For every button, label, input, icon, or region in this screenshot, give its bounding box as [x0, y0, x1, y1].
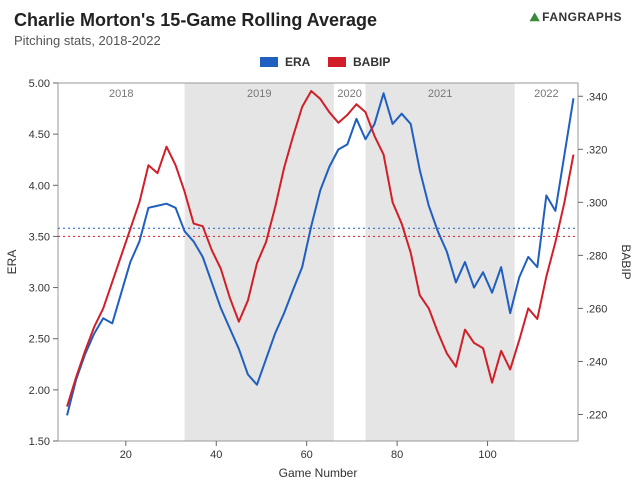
chart-subtitle: Pitching stats, 2018-2022 [14, 33, 622, 48]
y-right-tick-label: .320 [586, 144, 607, 156]
season-label: 2020 [337, 88, 361, 100]
x-tick-label: 40 [210, 449, 222, 461]
y-left-tick-label: 4.50 [29, 129, 50, 141]
season-band [365, 83, 514, 441]
y-right-axis-label: BABIP [619, 244, 633, 279]
season-label: 2021 [428, 88, 452, 100]
x-tick-label: 60 [301, 449, 313, 461]
y-right-tick-label: .220 [586, 409, 607, 421]
x-tick-label: 100 [478, 449, 496, 461]
legend-label-babip: BABIP [353, 55, 390, 69]
legend-swatch-babip [328, 57, 346, 67]
y-right-tick-label: .300 [586, 197, 607, 209]
y-right-tick-label: .240 [586, 356, 607, 368]
y-left-tick-label: 5.00 [29, 78, 50, 90]
y-right-tick-label: .260 [586, 303, 607, 315]
y-left-tick-label: 1.50 [29, 436, 50, 448]
y-left-tick-label: 3.50 [29, 231, 50, 243]
legend-swatch-era [260, 57, 278, 67]
runner-icon: ⛰ [530, 10, 541, 24]
season-band [185, 83, 334, 441]
x-tick-label: 20 [120, 449, 132, 461]
y-left-tick-label: 4.00 [29, 180, 50, 192]
season-label: 2019 [247, 88, 271, 100]
y-left-tick-label: 3.00 [29, 282, 50, 294]
legend-label-era: ERA [285, 55, 310, 69]
y-left-tick-label: 2.00 [29, 385, 50, 397]
x-tick-label: 80 [391, 449, 403, 461]
chart-svg: 20 40 60 80 100 1.50 2.00 2.50 3.00 3.50 4.00 4.50 5… [0, 69, 636, 489]
y-right-tick-label: .280 [586, 250, 607, 262]
y-left-tick-label: 2.50 [29, 334, 50, 346]
season-label: 2022 [534, 88, 558, 100]
brand-logo: ⛰FANGRAPHS [530, 10, 622, 25]
season-label: 2018 [109, 88, 133, 100]
x-axis-label: Game Number [279, 466, 358, 480]
y-right-tick-label: .340 [586, 91, 607, 103]
y-left-axis-label: ERA [5, 249, 19, 274]
legend: ERA BABIP [0, 54, 636, 69]
